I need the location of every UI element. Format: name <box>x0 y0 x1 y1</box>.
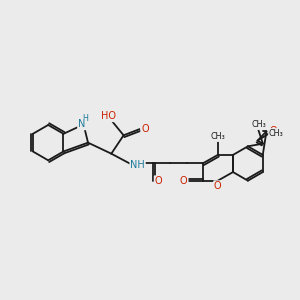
Text: N: N <box>78 119 85 130</box>
Text: O: O <box>214 181 222 191</box>
Text: O: O <box>180 176 188 186</box>
Text: CH₃: CH₃ <box>269 129 284 138</box>
Text: O: O <box>154 176 162 186</box>
Text: O: O <box>269 126 277 136</box>
Text: H: H <box>82 114 88 123</box>
Text: NH: NH <box>130 160 145 170</box>
Text: HO: HO <box>100 111 116 122</box>
Text: CH₃: CH₃ <box>251 120 266 129</box>
Text: CH₃: CH₃ <box>210 132 225 141</box>
Text: O: O <box>141 124 149 134</box>
